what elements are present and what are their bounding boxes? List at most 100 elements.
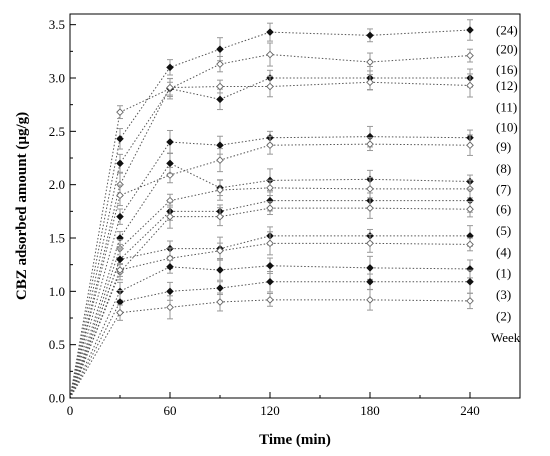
data-point [366,58,374,66]
y-tick-label: 1.0 [49,284,65,299]
series-20 [69,42,474,399]
data-point [366,296,374,304]
x-tick-label: 60 [164,403,177,418]
data-point [266,296,274,304]
data-point [466,26,474,34]
series-11 [69,125,474,399]
data-point [216,82,224,91]
data-point [166,212,174,221]
series-label: (5) [496,223,511,238]
data-point [216,186,224,194]
data-point [366,264,374,272]
y-tick-label: 0.0 [49,391,65,406]
y-axis-title: CBZ adsorbed amount (µg/g) [14,112,30,300]
data-point [366,78,374,87]
data-point [366,204,374,212]
y-tick-label: 0.5 [49,337,65,352]
y-tick-label: 3.5 [49,17,65,32]
data-point [216,141,224,149]
series-label: (7) [496,181,511,196]
data-point [266,28,274,36]
data-point [466,51,474,60]
y-tick-label: 1.5 [49,231,65,246]
series-label: (9) [496,139,511,154]
x-axis: 0 60 120 180 240 [67,392,480,418]
data-point [466,240,474,249]
data-point [216,45,224,53]
data-point [366,239,374,248]
series-2 [69,289,474,399]
data-point [116,135,124,143]
data-point [266,204,274,212]
data-point [366,31,374,40]
data-point [116,108,124,116]
series-line [69,299,471,399]
x-axis-title: Time (min) [259,432,331,448]
data-point [116,191,124,200]
series-layer [69,19,474,399]
series-label: (16) [496,62,518,77]
data-point [116,266,124,274]
x-tick-label: 180 [360,403,380,418]
series-label: (10) [496,120,518,135]
x-tick-label: 120 [260,403,280,418]
data-point [266,82,274,91]
data-point [466,205,474,214]
y-tick-label: 2.0 [49,177,65,192]
data-point [216,298,224,306]
series-label: (3) [496,287,511,302]
data-point [266,141,274,150]
data-point [166,263,174,271]
data-point [166,287,174,296]
data-point [366,277,374,286]
series-label: (24) [496,23,518,38]
data-point [166,138,174,146]
series-line [69,187,470,399]
data-point [216,60,224,68]
data-point [116,212,124,221]
series-1 [69,255,474,399]
series-label: (12) [496,78,518,93]
data-point [216,156,224,164]
x-tick-label: 0 [67,403,74,418]
data-point [116,255,124,264]
data-point [266,261,274,270]
data-point [166,159,174,168]
data-point [216,95,224,104]
data-point [166,83,174,92]
series-line [69,54,471,399]
series-label: (2) [496,308,511,323]
x-tick-label: 240 [460,403,480,418]
data-point [266,277,274,286]
series-label: (11) [496,99,517,114]
data-point [466,297,474,305]
data-point [116,308,124,317]
data-point [216,266,224,274]
data-point [266,239,274,248]
y-tick-label: 3.0 [49,71,65,86]
data-point [116,159,124,168]
legend-title: Week [491,330,521,345]
series-label: (20) [496,42,518,57]
plot-area: 0 60 120 180 240 0.0 0.5 1.0 1.5 2.0 2.5 3.0 3.5 (2… [49,13,521,418]
series-label: (8) [496,161,511,176]
data-point [466,141,474,150]
data-point [266,50,274,59]
plot-frame [69,13,521,399]
series-24 [69,19,474,399]
series-label: (1) [496,266,511,281]
data-point [116,298,124,306]
data-point [216,212,224,221]
data-point [366,185,374,193]
y-tick-label: 2.5 [49,124,65,139]
data-point [166,63,174,72]
data-point [366,140,374,148]
series-label: (4) [496,244,511,259]
data-point [466,277,474,286]
data-point [216,246,224,255]
series-labels: (24) (20) (16)(12) (11) (10) (9) (8) (7) (6) (5) (… [496,23,518,324]
data-point [216,284,224,292]
series-10 [69,134,474,399]
y-axis: 0.0 0.5 1.0 1.5 2.0 2.5 3.0 3.5 [49,17,76,406]
